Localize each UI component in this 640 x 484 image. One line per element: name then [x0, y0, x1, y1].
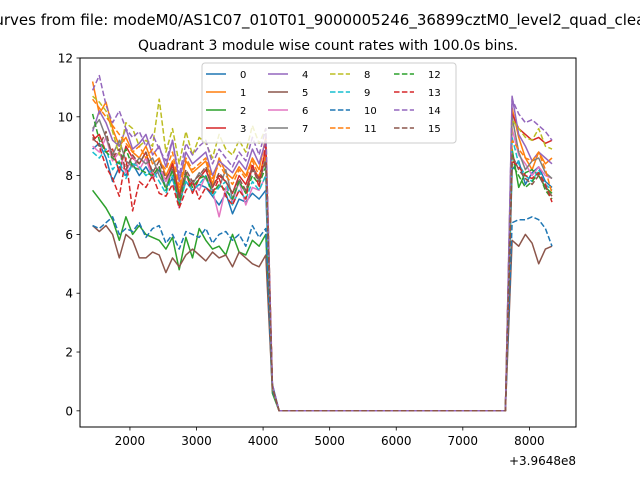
legend-label-15: 15	[428, 124, 441, 135]
legend-label-11: 11	[364, 124, 377, 135]
legend-label-9: 9	[364, 88, 370, 99]
y-tick-label: 4	[65, 287, 73, 301]
legend-label-0: 0	[240, 70, 246, 81]
legend-label-6: 6	[302, 106, 308, 117]
legend-label-1: 1	[240, 88, 246, 99]
y-axis: 0 2 4 6 8 10 12	[58, 52, 80, 418]
x-tick-label: 8000	[514, 434, 545, 448]
x-tick-label: 3000	[181, 434, 212, 448]
series-line-15	[92, 130, 553, 412]
x-offset-label: +3.9648e8	[509, 454, 576, 468]
y-tick-label: 6	[65, 228, 73, 242]
plot-title: Quadrant 3 module wise count rates with …	[138, 38, 518, 54]
legend-label-13: 13	[428, 88, 441, 99]
y-tick-label: 12	[58, 52, 73, 66]
legend-label-2: 2	[240, 106, 246, 117]
legend-label-8: 8	[364, 70, 370, 81]
legend-box	[201, 62, 457, 144]
y-tick-label: 8	[65, 169, 73, 183]
figure-suptitle: ght curves from file: modeM0/AS1C07_010T…	[0, 11, 640, 30]
y-tick-label: 0	[65, 404, 73, 418]
x-tick-label: 4000	[248, 434, 279, 448]
legend-label-5: 5	[302, 88, 308, 99]
x-tick-label: 7000	[448, 434, 479, 448]
legend-label-14: 14	[428, 106, 441, 117]
legend-label-4: 4	[302, 70, 308, 81]
x-tick-label: 5000	[314, 434, 345, 448]
y-tick-label: 10	[58, 110, 73, 124]
x-tick-label: 2000	[115, 434, 146, 448]
legend-label-3: 3	[240, 124, 246, 135]
x-axis: 2000 3000 4000 5000 6000 7000 8000	[115, 427, 545, 448]
x-tick-label: 6000	[381, 434, 412, 448]
legend-label-10: 10	[364, 106, 377, 117]
plot-lines	[91, 74, 553, 412]
plot-frame	[79, 57, 577, 428]
legend-label-12: 12	[428, 70, 441, 81]
y-tick-label: 2	[65, 346, 73, 360]
legend-label-7: 7	[302, 124, 308, 135]
